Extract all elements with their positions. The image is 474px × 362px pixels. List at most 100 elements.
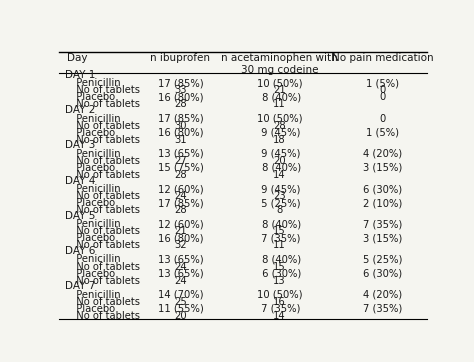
Text: 18: 18 <box>273 135 286 145</box>
Text: Placebo: Placebo <box>70 233 115 243</box>
Text: No of tablets: No of tablets <box>70 170 140 180</box>
Text: 28: 28 <box>174 100 187 109</box>
Text: DAY 2: DAY 2 <box>65 105 95 115</box>
Text: 24: 24 <box>174 191 187 201</box>
Text: 6 (30%): 6 (30%) <box>258 269 301 279</box>
Text: 16: 16 <box>273 297 286 307</box>
Text: 13 (65%): 13 (65%) <box>158 254 203 265</box>
Text: 11: 11 <box>273 100 286 109</box>
Text: No of tablets: No of tablets <box>70 226 140 236</box>
Text: 27: 27 <box>174 156 187 166</box>
Text: 8: 8 <box>276 205 283 215</box>
Text: 16 (80%): 16 (80%) <box>158 92 203 102</box>
Text: No of tablets: No of tablets <box>70 205 140 215</box>
Text: Placebo: Placebo <box>70 92 115 102</box>
Text: DAY 1: DAY 1 <box>65 70 95 80</box>
Text: 7 (35%): 7 (35%) <box>363 219 402 229</box>
Text: 11 (55%): 11 (55%) <box>157 304 203 314</box>
Text: DAY 7: DAY 7 <box>65 281 95 291</box>
Text: No of tablets: No of tablets <box>70 85 140 95</box>
Text: No of tablets: No of tablets <box>70 297 140 307</box>
Text: No of tablets: No of tablets <box>70 261 140 272</box>
Text: 8 (40%): 8 (40%) <box>259 254 301 265</box>
Text: 17 (85%): 17 (85%) <box>158 78 203 88</box>
Text: No of tablets: No of tablets <box>70 156 140 166</box>
Text: DAY 6: DAY 6 <box>65 246 95 256</box>
Text: 0: 0 <box>379 85 386 95</box>
Text: 13: 13 <box>273 275 286 286</box>
Text: 8 (40%): 8 (40%) <box>259 163 301 173</box>
Text: 4 (20%): 4 (20%) <box>363 290 402 300</box>
Text: 14: 14 <box>273 311 286 321</box>
Text: 15 (75%): 15 (75%) <box>157 163 203 173</box>
Text: Placebo: Placebo <box>70 198 115 208</box>
Text: Placebo: Placebo <box>70 304 115 314</box>
Text: Placebo: Placebo <box>70 163 115 173</box>
Text: 28: 28 <box>174 205 187 215</box>
Text: No of tablets: No of tablets <box>70 275 140 286</box>
Text: 15: 15 <box>273 226 286 236</box>
Text: 21: 21 <box>273 85 286 95</box>
Text: 14 (70%): 14 (70%) <box>158 290 203 300</box>
Text: 7 (35%): 7 (35%) <box>258 304 301 314</box>
Text: 32: 32 <box>174 240 187 251</box>
Text: 5 (25%): 5 (25%) <box>363 254 402 265</box>
Text: No of tablets: No of tablets <box>70 240 140 251</box>
Text: 31: 31 <box>174 135 187 145</box>
Text: 5 (25%): 5 (25%) <box>258 198 301 208</box>
Text: Penicillin: Penicillin <box>70 149 121 159</box>
Text: Placebo: Placebo <box>70 128 115 138</box>
Text: 23: 23 <box>273 191 286 201</box>
Text: 21: 21 <box>174 226 187 236</box>
Text: 9 (45%): 9 (45%) <box>258 128 301 138</box>
Text: 10 (50%): 10 (50%) <box>257 114 302 123</box>
Text: 9 (45%): 9 (45%) <box>258 149 301 159</box>
Text: 10 (50%): 10 (50%) <box>257 78 302 88</box>
Text: 7 (35%): 7 (35%) <box>363 304 402 314</box>
Text: 28: 28 <box>174 170 187 180</box>
Text: n acetaminophen with
30 mg codeine: n acetaminophen with 30 mg codeine <box>221 53 338 75</box>
Text: 15: 15 <box>273 261 286 272</box>
Text: 4 (20%): 4 (20%) <box>363 149 402 159</box>
Text: Penicillin: Penicillin <box>70 290 121 300</box>
Text: No of tablets: No of tablets <box>70 100 140 109</box>
Text: No of tablets: No of tablets <box>70 135 140 145</box>
Text: n ibuprofen: n ibuprofen <box>150 53 210 63</box>
Text: 12 (60%): 12 (60%) <box>158 219 203 229</box>
Text: 24: 24 <box>174 261 187 272</box>
Text: Penicillin: Penicillin <box>70 78 121 88</box>
Text: No of tablets: No of tablets <box>70 191 140 201</box>
Text: 20: 20 <box>174 311 187 321</box>
Text: Placebo: Placebo <box>70 269 115 279</box>
Text: 33: 33 <box>174 85 187 95</box>
Text: 28: 28 <box>273 121 286 131</box>
Text: 16 (80%): 16 (80%) <box>158 128 203 138</box>
Text: 16 (80%): 16 (80%) <box>158 233 203 243</box>
Text: 20: 20 <box>273 156 286 166</box>
Text: 2 (10%): 2 (10%) <box>363 198 402 208</box>
Text: 6 (30%): 6 (30%) <box>363 269 402 279</box>
Text: 12 (60%): 12 (60%) <box>158 184 203 194</box>
Text: 1 (5%): 1 (5%) <box>366 78 399 88</box>
Text: DAY 4: DAY 4 <box>65 176 95 186</box>
Text: DAY 5: DAY 5 <box>65 211 95 221</box>
Text: 3 (15%): 3 (15%) <box>363 233 402 243</box>
Text: 13 (65%): 13 (65%) <box>158 269 203 279</box>
Text: 25: 25 <box>174 297 187 307</box>
Text: 3 (15%): 3 (15%) <box>363 163 402 173</box>
Text: 14: 14 <box>273 170 286 180</box>
Text: 8 (40%): 8 (40%) <box>259 92 301 102</box>
Text: Penicillin: Penicillin <box>70 254 121 265</box>
Text: 7 (35%): 7 (35%) <box>258 233 301 243</box>
Text: 8 (40%): 8 (40%) <box>259 219 301 229</box>
Text: 30: 30 <box>174 121 187 131</box>
Text: Penicillin: Penicillin <box>70 184 121 194</box>
Text: 13 (65%): 13 (65%) <box>158 149 203 159</box>
Text: No of tablets: No of tablets <box>70 121 140 131</box>
Text: 1 (5%): 1 (5%) <box>366 128 399 138</box>
Text: 10 (50%): 10 (50%) <box>257 290 302 300</box>
Text: 9 (45%): 9 (45%) <box>258 184 301 194</box>
Text: 17 (85%): 17 (85%) <box>158 198 203 208</box>
Text: 0: 0 <box>379 92 386 102</box>
Text: Day: Day <box>66 53 87 63</box>
